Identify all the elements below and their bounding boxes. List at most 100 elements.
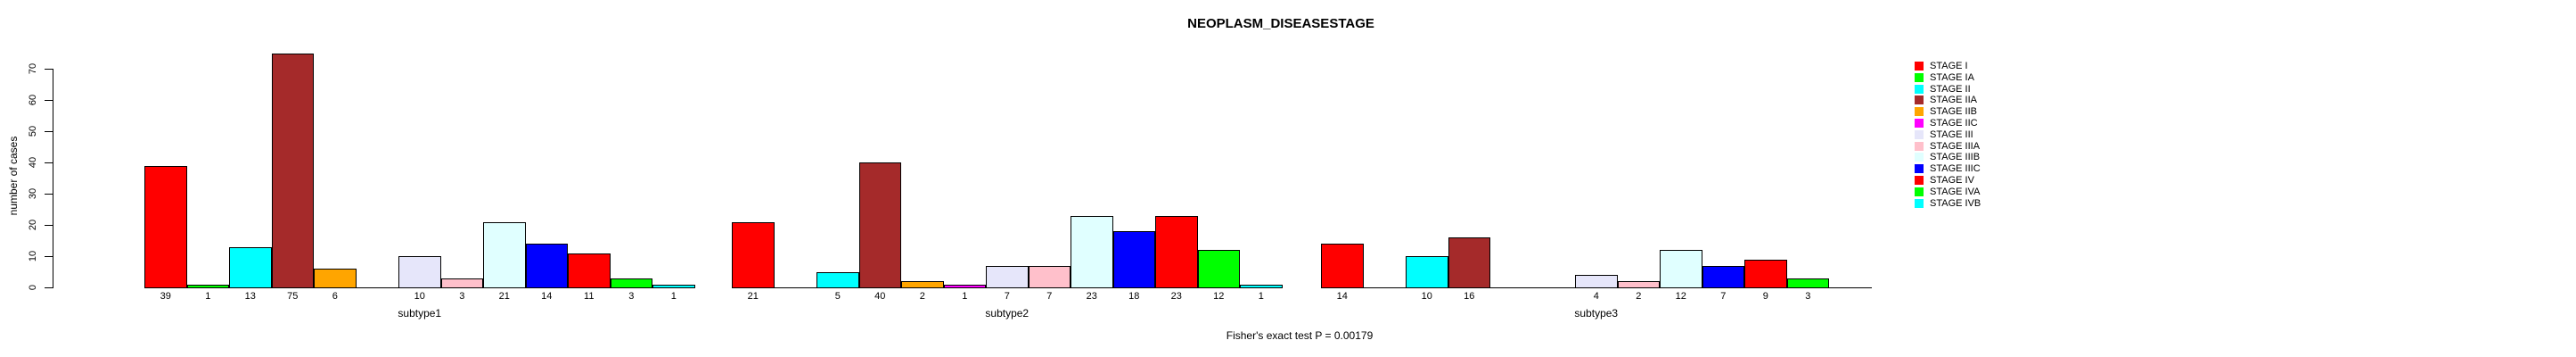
bar-subtype1-stage-iii: [398, 256, 441, 288]
y-tick-label: 20: [28, 219, 38, 231]
bar-subtype3-stage-iiia: [1617, 281, 1660, 288]
bar-value-label: 9: [1762, 291, 1768, 302]
bar-subtype2-stage-ivb: [1240, 284, 1283, 288]
y-tick-label: 10: [28, 250, 38, 262]
bar-subtype1-stage-iva: [610, 278, 652, 288]
x-group-label-subtype1: subtype1: [398, 307, 442, 320]
y-tick: [45, 287, 53, 288]
legend-label: STAGE IIIA: [1930, 140, 1981, 152]
bar-subtype2-stage-iv: [1155, 215, 1198, 288]
bar-subtype2-stage-iia: [858, 162, 901, 288]
bar-value-label: 1: [1258, 291, 1264, 302]
bar-value-label: 10: [1421, 291, 1432, 302]
legend-label: STAGE IA: [1930, 71, 1974, 83]
bar-value-label: 21: [498, 291, 510, 302]
bar-value-label: 75: [287, 291, 299, 302]
legend-label: STAGE IIIC: [1930, 163, 1981, 175]
y-tick-label: 0: [28, 284, 38, 291]
y-tick-label: 30: [28, 187, 38, 200]
bar-subtype2-stage-iic: [943, 284, 986, 288]
bar-value-label: 2: [1636, 291, 1642, 302]
bar-value-label: 2: [919, 291, 925, 302]
bar-subtype3-stage-iva: [1786, 278, 1829, 288]
bar-value-label: 6: [332, 291, 338, 302]
legend-swatch-icon: [1915, 176, 1924, 185]
legend-label: STAGE IIA: [1930, 95, 1977, 106]
y-tick: [45, 131, 53, 132]
legend-label: STAGE I: [1930, 61, 1968, 71]
bar-value-label: 39: [160, 291, 171, 302]
legend-swatch-icon: [1915, 119, 1924, 128]
bar-subtype3-stage-iv: [1744, 259, 1787, 288]
bar-subtype2-stage-iii: [986, 265, 1029, 288]
bar-value-label: 5: [834, 291, 841, 302]
bar-value-label: 7: [1720, 291, 1727, 302]
y-tick: [45, 225, 53, 226]
bar-subtype3-stage-iia: [1448, 237, 1490, 288]
bar-subtype2-stage-iiib: [1071, 215, 1113, 288]
bar-subtype2-stage-iiia: [1028, 265, 1071, 288]
bar-value-label: 18: [1128, 291, 1140, 302]
bar-value-label: 1: [670, 291, 677, 302]
bar-subtype1-stage-ia: [186, 284, 229, 288]
legend-swatch-icon: [1915, 153, 1924, 162]
bar-value-label: 12: [1213, 291, 1225, 302]
legend-label: STAGE III: [1930, 129, 1973, 140]
bar-value-label: 40: [874, 291, 886, 302]
bar-value-label: 23: [1086, 291, 1097, 302]
y-tick: [45, 162, 53, 163]
legend-label: STAGE IIB: [1930, 106, 1977, 118]
y-tick: [45, 69, 53, 70]
y-tick: [45, 100, 53, 101]
bar-value-label: 14: [1336, 291, 1348, 302]
bar-value-label: 12: [1675, 291, 1686, 302]
y-tick-label: 70: [28, 62, 38, 75]
legend-swatch-icon: [1915, 129, 1924, 139]
legend-swatch-icon: [1915, 187, 1924, 196]
bar-subtype1-stage-ivb: [652, 284, 695, 288]
legend-swatch-icon: [1915, 107, 1924, 117]
legend-swatch-icon: [1915, 141, 1924, 151]
bar-value-label: 3: [628, 291, 635, 302]
legend-label: STAGE IVB: [1930, 197, 1981, 209]
bar-subtype3-stage-i: [1321, 244, 1364, 288]
bar-subtype1-stage-iv: [568, 253, 611, 288]
bar-subtype2-stage-i: [732, 221, 775, 288]
bar-subtype2-stage-ii: [816, 271, 859, 288]
bar-value-label: 14: [541, 291, 553, 302]
y-tick: [45, 256, 53, 257]
bar-subtype3-stage-iii: [1575, 275, 1618, 288]
bar-subtype1-stage-iiic: [525, 244, 568, 288]
legend-label: STAGE IV: [1930, 175, 1974, 186]
bar-value-label: 23: [1170, 291, 1182, 302]
bar-subtype1-stage-iiib: [483, 221, 526, 288]
bar-subtype3-stage-iiic: [1702, 265, 1744, 288]
x-group-label-subtype2: subtype2: [985, 307, 1030, 320]
legend-swatch-icon: [1915, 62, 1924, 71]
bar-subtype1-stage-i: [144, 165, 187, 288]
bar-subtype1-stage-iib: [314, 269, 357, 288]
y-tick-label: 50: [28, 125, 38, 137]
bar-subtype2-stage-iva: [1197, 250, 1240, 288]
bar-subtype2-stage-iiic: [1112, 231, 1155, 288]
chart-title: NEOPLASM_DISEASESTAGE: [1187, 16, 1374, 31]
x-group-label-subtype3: subtype3: [1574, 307, 1619, 320]
legend-label: STAGE II: [1930, 83, 1971, 95]
bar-value-label: 10: [414, 291, 425, 302]
legend-swatch-icon: [1915, 95, 1924, 105]
legend-swatch-icon: [1915, 72, 1924, 82]
bar-subtype3-stage-iiib: [1660, 250, 1702, 288]
bar-value-label: 3: [459, 291, 465, 302]
legend-label: STAGE IVA: [1930, 186, 1981, 197]
legend-swatch-icon: [1915, 164, 1924, 174]
bar-subtype3-stage-ii: [1406, 256, 1448, 288]
legend-swatch-icon: [1915, 84, 1924, 94]
legend-label: STAGE IIIB: [1930, 152, 1981, 163]
bar-value-label: 11: [584, 291, 595, 302]
bar-subtype2-stage-iib: [901, 281, 944, 288]
y-tick-label: 40: [28, 156, 38, 169]
bar-value-label: 1: [205, 291, 211, 302]
y-axis-label: number of cases: [7, 136, 20, 216]
legend-swatch-icon: [1915, 198, 1924, 208]
